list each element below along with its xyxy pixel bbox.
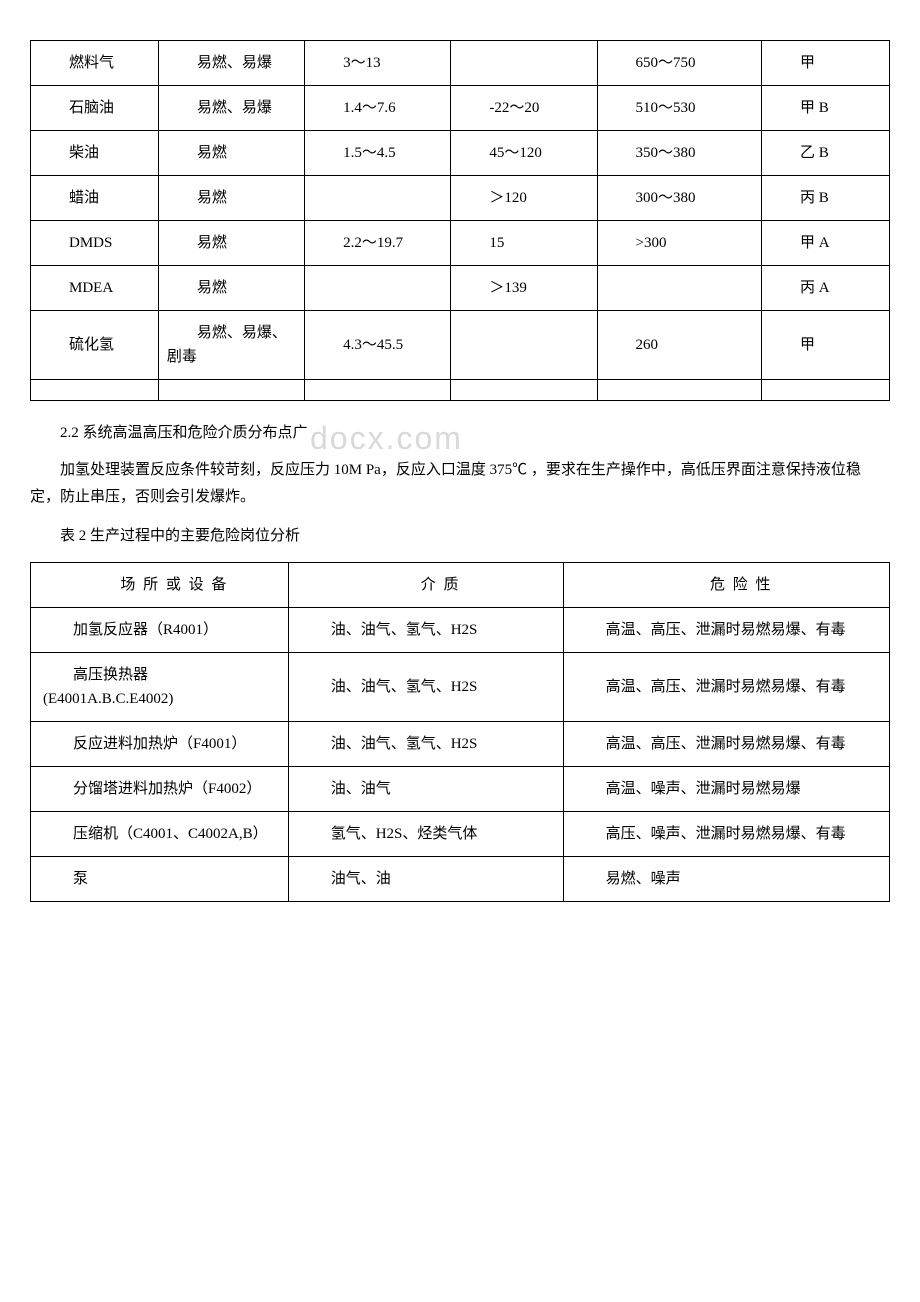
cell: 300～380 [597, 176, 761, 221]
cell: 高温、高压、泄漏时易燃易爆、有毒 [563, 722, 889, 767]
cell: 510～530 [597, 86, 761, 131]
cell [451, 380, 597, 401]
header-cell: 危 险 性 [563, 563, 889, 608]
cell: 易燃 [158, 131, 304, 176]
cell: 丙 B [762, 176, 890, 221]
cell [597, 380, 761, 401]
table-row [31, 380, 890, 401]
cell: 1.5～4.5 [305, 131, 451, 176]
cell: 15 [451, 221, 597, 266]
hazard-positions-table: 场 所 或 设 备 介 质 危 险 性 加氢反应器（R4001） 油、油气、氢气… [30, 562, 890, 902]
table-row: 蜡油 易燃 ＞120 300～380 丙 B [31, 176, 890, 221]
cell: 泵 [31, 857, 289, 902]
cell: 2.2～19.7 [305, 221, 451, 266]
cell: 易燃、易爆 [158, 41, 304, 86]
cell [305, 380, 451, 401]
cell: 3～13 [305, 41, 451, 86]
cell: 高压、噪声、泄漏时易燃易爆、有毒 [563, 812, 889, 857]
cell [305, 266, 451, 311]
cell: 易燃 [158, 221, 304, 266]
table-row: 石脑油 易燃、易爆 1.4～7.6 -22～20 510～530 甲 B [31, 86, 890, 131]
cell: 蜡油 [31, 176, 159, 221]
cell: 丙 A [762, 266, 890, 311]
cell: 压缩机（C4001、C4002A,B） [31, 812, 289, 857]
table-header-row: 场 所 或 设 备 介 质 危 险 性 [31, 563, 890, 608]
table-row: 硫化氢 易燃、易爆、剧毒 4.3～45.5 260 甲 [31, 311, 890, 380]
table-row: 分馏塔进料加热炉（F4002） 油、油气 高温、噪声、泄漏时易燃易爆 [31, 767, 890, 812]
cell: 1.4～7.6 [305, 86, 451, 131]
cell: 反应进料加热炉（F4001） [31, 722, 289, 767]
table-row: 燃料气 易燃、易爆 3～13 650～750 甲 [31, 41, 890, 86]
cell: ＞120 [451, 176, 597, 221]
cell: MDEA [31, 266, 159, 311]
cell: 易燃 [158, 176, 304, 221]
cell: 分馏塔进料加热炉（F4002） [31, 767, 289, 812]
table-row: 压缩机（C4001、C4002A,B） 氢气、H2S、烃类气体 高压、噪声、泄漏… [31, 812, 890, 857]
cell [451, 41, 597, 86]
header-cell: 介 质 [288, 563, 563, 608]
cell [305, 176, 451, 221]
cell: ＞139 [451, 266, 597, 311]
cell: 甲 [762, 311, 890, 380]
cell: 高压换热器(E4001A.B.C.E4002) [31, 653, 289, 722]
cell: 350～380 [597, 131, 761, 176]
cell: 45～120 [451, 131, 597, 176]
cell: 油、油气、氢气、H2S [288, 653, 563, 722]
cell: 加氢反应器（R4001） [31, 608, 289, 653]
cell [451, 311, 597, 380]
table2-body: 场 所 或 设 备 介 质 危 险 性 加氢反应器（R4001） 油、油气、氢气… [31, 563, 890, 902]
cell: 乙 B [762, 131, 890, 176]
hazard-materials-table: 燃料气 易燃、易爆 3～13 650～750 甲 石脑油 易燃、易爆 1.4～7… [30, 40, 890, 401]
cell: 油气、油 [288, 857, 563, 902]
table1-body: 燃料气 易燃、易爆 3～13 650～750 甲 石脑油 易燃、易爆 1.4～7… [31, 41, 890, 401]
table-row: 柴油 易燃 1.5～4.5 45～120 350～380 乙 B [31, 131, 890, 176]
cell [597, 266, 761, 311]
cell: 易燃、噪声 [563, 857, 889, 902]
cell [31, 380, 159, 401]
cell: 650～750 [597, 41, 761, 86]
cell: 高温、噪声、泄漏时易燃易爆 [563, 767, 889, 812]
cell: -22～20 [451, 86, 597, 131]
cell [158, 380, 304, 401]
section-2-2-title: docx.com 2.2 系统高温高压和危险介质分布点广 [30, 421, 890, 445]
table-row: 加氢反应器（R4001） 油、油气、氢气、H2S 高温、高压、泄漏时易燃易爆、有… [31, 608, 890, 653]
cell: 油、油气、氢气、H2S [288, 722, 563, 767]
cell: 石脑油 [31, 86, 159, 131]
cell: 甲 A [762, 221, 890, 266]
table-row: 反应进料加热炉（F4001） 油、油气、氢气、H2S 高温、高压、泄漏时易燃易爆… [31, 722, 890, 767]
cell: 油、油气、氢气、H2S [288, 608, 563, 653]
table-row: DMDS 易燃 2.2～19.7 15 >300 甲 A [31, 221, 890, 266]
cell: 氢气、H2S、烃类气体 [288, 812, 563, 857]
cell: 高温、高压、泄漏时易燃易爆、有毒 [563, 608, 889, 653]
cell: 燃料气 [31, 41, 159, 86]
paragraph-1: 加氢处理装置反应条件较苛刻，反应压力 10M Pa，反应入口温度 375℃ ，要… [30, 457, 890, 511]
cell: 柴油 [31, 131, 159, 176]
cell: DMDS [31, 221, 159, 266]
cell: 高温、高压、泄漏时易燃易爆、有毒 [563, 653, 889, 722]
cell: 甲 [762, 41, 890, 86]
cell: 油、油气 [288, 767, 563, 812]
header-cell: 场 所 或 设 备 [31, 563, 289, 608]
section-title-text: 2.2 系统高温高压和危险介质分布点广 [60, 425, 308, 441]
cell: 甲 B [762, 86, 890, 131]
table-row: 泵 油气、油 易燃、噪声 [31, 857, 890, 902]
table2-caption: 表 2 生产过程中的主要危险岗位分析 [30, 523, 890, 550]
cell: 易燃、易爆、剧毒 [158, 311, 304, 380]
cell: 易燃、易爆 [158, 86, 304, 131]
cell: 硫化氢 [31, 311, 159, 380]
cell [762, 380, 890, 401]
table-row: MDEA 易燃 ＞139 丙 A [31, 266, 890, 311]
cell: 4.3～45.5 [305, 311, 451, 380]
cell: >300 [597, 221, 761, 266]
cell: 易燃 [158, 266, 304, 311]
table-row: 高压换热器(E4001A.B.C.E4002) 油、油气、氢气、H2S 高温、高… [31, 653, 890, 722]
cell: 260 [597, 311, 761, 380]
